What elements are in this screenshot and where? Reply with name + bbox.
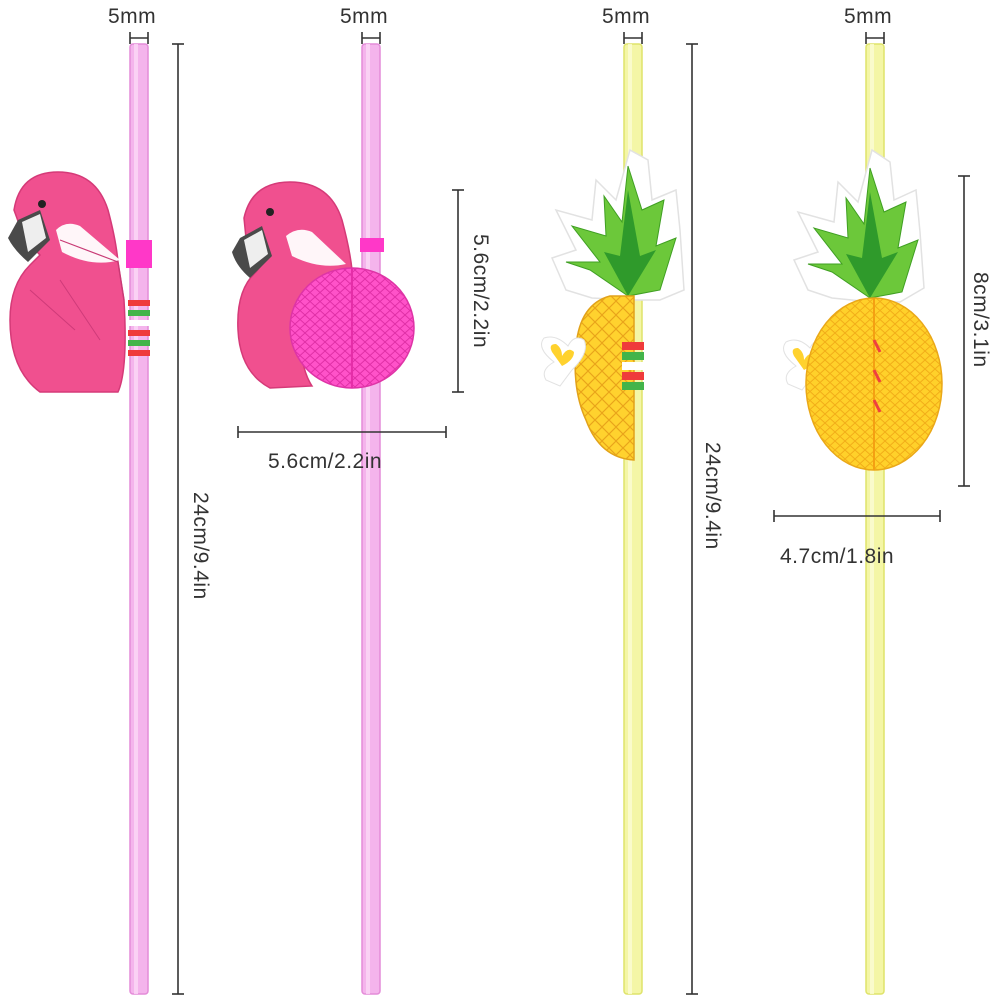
flamingo-width-label: 5.6cm/2.2in xyxy=(268,450,383,473)
straw-tube xyxy=(361,43,381,995)
pineapple-straw xyxy=(541,32,685,995)
diameter-marker xyxy=(129,32,149,44)
diameter-label-2: 5mm xyxy=(340,5,389,28)
length-dimension-line xyxy=(686,43,698,995)
length-label-1: 24cm/9.4in xyxy=(189,492,212,600)
pineapple-width-label: 4.7cm/1.8in xyxy=(780,545,895,568)
flamingo-icon xyxy=(232,181,353,389)
length-dimension-line xyxy=(172,43,184,995)
pineapple-icon xyxy=(541,148,685,461)
flamingo-straw xyxy=(8,32,152,995)
flamingo-icon xyxy=(8,171,126,393)
pineapple-honeycomb-straw xyxy=(783,32,943,995)
diameter-label-4: 5mm xyxy=(844,5,893,28)
flamingo-height-label: 5.6cm/2.2in xyxy=(469,234,492,349)
flamingo-width-dimension xyxy=(237,426,447,438)
pineapple-width-dimension xyxy=(773,510,941,522)
flamingo-height-dimension xyxy=(452,189,464,393)
length-label-3: 24cm/9.4in xyxy=(701,442,724,550)
pineapple-height-dimension xyxy=(958,175,970,487)
pineapple-height-label: 8cm/3.1in xyxy=(969,272,992,368)
diameter-marker xyxy=(361,32,381,44)
diameter-label-1: 5mm xyxy=(108,5,157,28)
diameter-marker xyxy=(623,32,643,44)
diameter-marker xyxy=(865,32,885,44)
flamingo-honeycomb-straw xyxy=(232,32,415,995)
straw-tube xyxy=(129,43,149,995)
diameter-label-3: 5mm xyxy=(602,5,651,28)
